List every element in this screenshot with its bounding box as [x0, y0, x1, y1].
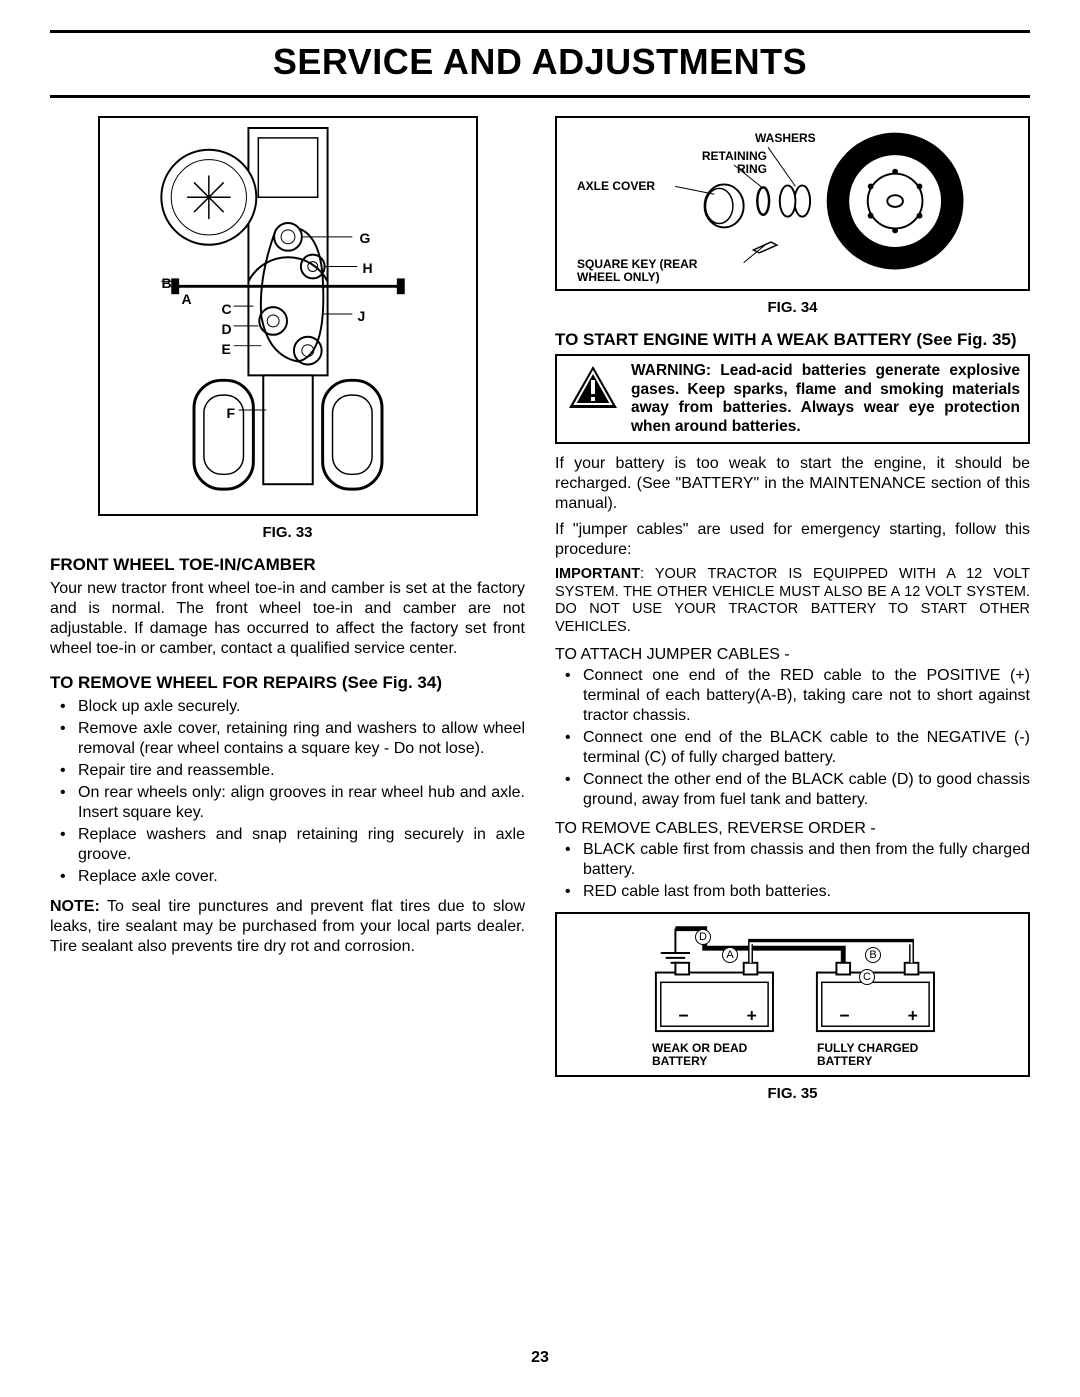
svg-text:−: −: [839, 1005, 849, 1025]
remove-wheel-list: Block up axle securely. Remove axle cove…: [50, 697, 525, 887]
fig34-caption: FIG. 34: [555, 299, 1030, 316]
list-item: BLACK cable first from chassis and then …: [583, 840, 1030, 880]
fig35-c-label: C: [859, 969, 875, 985]
fig33-label-f: F: [227, 405, 236, 421]
warning-box: WARNING: Lead-acid batteries generate ex…: [555, 354, 1030, 444]
fig33-label-b: B: [162, 275, 172, 291]
list-item: Connect one end of the RED cable to the …: [583, 666, 1030, 726]
attach-cables-list: Connect one end of the RED cable to the …: [555, 666, 1030, 810]
list-item: RED cable last from both batteries.: [583, 882, 1030, 902]
svg-text:+: +: [908, 1005, 918, 1025]
fig35-d-label: D: [695, 929, 711, 945]
start-engine-heading: TO START ENGINE WITH A WEAK BATTERY (See…: [555, 330, 1030, 350]
svg-text:+: +: [747, 1005, 757, 1025]
fig33-label-j: J: [358, 308, 366, 324]
warning-text: WARNING: Lead-acid batteries generate ex…: [631, 362, 1020, 436]
list-item: Replace axle cover.: [78, 867, 525, 887]
list-item: Remove axle cover, retaining ring and wa…: [78, 719, 525, 759]
page-number: 23: [0, 1349, 1080, 1367]
svg-text:−: −: [678, 1005, 688, 1025]
fig34-squarekey-label: SQUARE KEY (REAR WHEEL ONLY): [577, 258, 737, 284]
important-text: IMPORTANT: YOUR TRACTOR IS EQUIPPED WITH…: [555, 566, 1030, 636]
fig34-axlecover-label: AXLE COVER: [577, 180, 655, 193]
fig35-b-label: B: [865, 947, 881, 963]
list-item: Repair tire and reassemble.: [78, 761, 525, 781]
attach-cables-heading: TO ATTACH JUMPER CABLES -: [555, 646, 1030, 664]
fig33-caption: FIG. 33: [50, 524, 525, 541]
fig33-label-d: D: [222, 321, 232, 337]
fig33-label-c: C: [222, 301, 232, 317]
right-column: WASHERS RETAINING RING AXLE COVER SQUARE…: [555, 116, 1030, 1116]
jumper-body: If "jumper cables" are used for emergenc…: [555, 520, 1030, 560]
toe-camber-body: Your new tractor front wheel toe-in and …: [50, 579, 525, 659]
fig34-retaining-label: RETAINING RING: [697, 150, 767, 176]
fig33-label-g: G: [360, 230, 371, 246]
list-item: Block up axle securely.: [78, 697, 525, 717]
remove-wheel-heading: TO REMOVE WHEEL FOR REPAIRS (See Fig. 34…: [50, 673, 525, 693]
list-item: On rear wheels only: align grooves in re…: [78, 783, 525, 823]
fig35-caption: FIG. 35: [555, 1085, 1030, 1102]
figure-34: WASHERS RETAINING RING AXLE COVER SQUARE…: [555, 116, 1030, 291]
warning-triangle-icon: [565, 362, 621, 412]
battery-jumper-icon: − + − +: [557, 914, 1028, 1075]
weak-battery-body: If your battery is too weak to start the…: [555, 454, 1030, 514]
toe-camber-heading: FRONT WHEEL TOE-IN/CAMBER: [50, 555, 525, 575]
fig35-charged-label: FULLY CHARGED BATTERY: [817, 1042, 937, 1068]
note-text: NOTE: To seal tire punctures and prevent…: [50, 897, 525, 957]
list-item: Replace washers and snap retaining ring …: [78, 825, 525, 865]
fig35-weak-label: WEAK OR DEAD BATTERY: [652, 1042, 772, 1068]
figure-33: B A C D E F G H J: [98, 116, 478, 516]
fig35-a-label: A: [722, 947, 738, 963]
remove-cables-list: BLACK cable first from chassis and then …: [555, 840, 1030, 902]
remove-cables-heading: TO REMOVE CABLES, REVERSE ORDER -: [555, 820, 1030, 838]
left-column: B A C D E F G H J FIG. 33 FRONT WHEEL TO…: [50, 116, 525, 1116]
tractor-diagram-icon: [100, 118, 476, 514]
fig34-washers-label: WASHERS: [755, 132, 816, 145]
fig33-label-e: E: [222, 341, 231, 357]
fig33-label-h: H: [363, 260, 373, 276]
list-item: Connect one end of the BLACK cable to th…: [583, 728, 1030, 768]
figure-35: − + − + D A B C WEAK OR DEAD BATTERY FUL…: [555, 912, 1030, 1077]
content-columns: B A C D E F G H J FIG. 33 FRONT WHEEL TO…: [50, 116, 1030, 1116]
fig33-label-a: A: [182, 291, 192, 307]
list-item: Connect the other end of the BLACK cable…: [583, 770, 1030, 810]
page-title: SERVICE AND ADJUSTMENTS: [50, 30, 1030, 98]
